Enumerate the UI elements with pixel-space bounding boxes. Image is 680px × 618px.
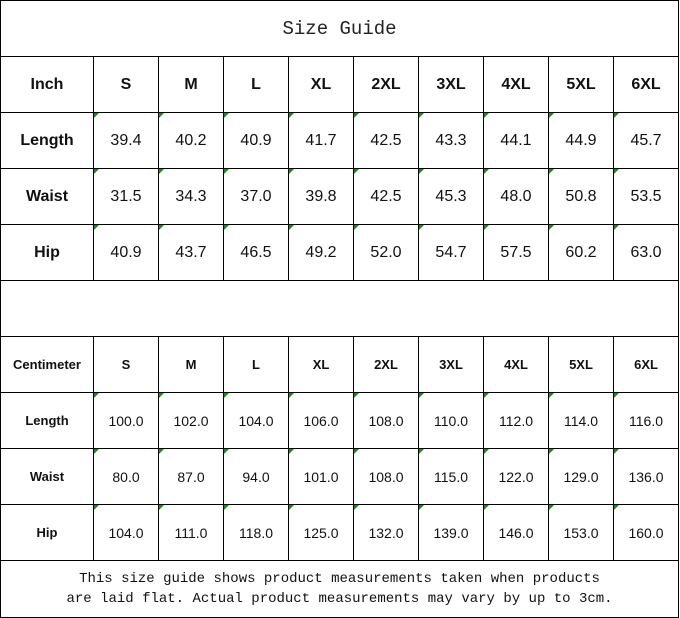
measurement-value: 94.0 (223, 448, 289, 505)
measurement-value: 125.0 (288, 504, 354, 561)
note-row: This size guide shows product measuremen… (0, 560, 680, 618)
measurement-value: 40.2 (158, 112, 224, 169)
size-header: 4XL (483, 336, 549, 393)
measurement-value: 80.0 (93, 448, 159, 505)
measurement-value: 39.4 (93, 112, 159, 169)
measurement-value: 60.2 (548, 224, 614, 281)
size-header: XL (288, 56, 354, 113)
measurement-value: 104.0 (93, 504, 159, 561)
measurement-value: 115.0 (418, 448, 484, 505)
size-header: 6XL (612, 56, 680, 113)
measurement-value: 129.0 (548, 448, 614, 505)
size-header: 3XL (418, 56, 484, 113)
size-header: S (93, 56, 159, 113)
measurement-value: 48.0 (483, 168, 549, 225)
measurement-value: 104.0 (223, 392, 289, 449)
measurement-value: 46.5 (223, 224, 289, 281)
measurement-value: 44.9 (548, 112, 614, 169)
measurement-label: Length (0, 112, 94, 169)
measurement-value: 111.0 (158, 504, 224, 561)
note-line-1: This size guide shows product measuremen… (79, 571, 600, 587)
measurement-value: 40.9 (223, 112, 289, 169)
spacer-row (0, 280, 680, 337)
size-header: 6XL (612, 336, 680, 393)
measurement-value: 37.0 (223, 168, 289, 225)
measurement-value: 40.9 (93, 224, 159, 281)
size-header: 2XL (353, 336, 419, 393)
inch-row-waist: Waist 31.5 34.3 37.0 39.8 42.5 45.3 48.0 50.8 53.… (0, 168, 680, 225)
size-header: L (223, 336, 289, 393)
measurement-value: 108.0 (353, 392, 419, 449)
size-header: 3XL (418, 336, 484, 393)
measurement-value: 118.0 (223, 504, 289, 561)
measurement-value: 54.7 (418, 224, 484, 281)
measurement-value: 39.8 (288, 168, 354, 225)
measurement-value: 45.3 (418, 168, 484, 225)
size-header: 2XL (353, 56, 419, 113)
size-header: 4XL (483, 56, 549, 113)
inch-header-row: Inch S M L XL 2XL 3XL 4XL 5XL 6XL (0, 56, 680, 113)
measurement-value: 110.0 (418, 392, 484, 449)
measurement-value: 44.1 (483, 112, 549, 169)
size-header: M (158, 336, 224, 393)
size-header: 5XL (548, 56, 614, 113)
size-header: M (158, 56, 224, 113)
measurement-value: 112.0 (483, 392, 549, 449)
measurement-value: 132.0 (353, 504, 419, 561)
measurement-value: 49.2 (288, 224, 354, 281)
size-header: L (223, 56, 289, 113)
measurement-value: 153.0 (548, 504, 614, 561)
measurement-value: 102.0 (158, 392, 224, 449)
cm-row-length: Length 100.0 102.0 104.0 106.0 108.0 110.0 112.… (0, 392, 680, 449)
measurement-value: 108.0 (353, 448, 419, 505)
measurement-label: Hip (0, 504, 94, 561)
size-header: 5XL (548, 336, 614, 393)
measurement-label: Waist (0, 168, 94, 225)
measurement-value: 41.7 (288, 112, 354, 169)
title-row: Size Guide (0, 0, 680, 57)
measurement-value: 100.0 (93, 392, 159, 449)
measurement-value: 101.0 (288, 448, 354, 505)
size-header: XL (288, 336, 354, 393)
measurement-label: Length (0, 392, 94, 449)
measurement-value: 146.0 (483, 504, 549, 561)
measurement-value: 42.5 (353, 168, 419, 225)
inch-row-length: Length 39.4 40.2 40.9 41.7 42.5 43.3 44.1 44.9 45… (0, 112, 680, 169)
measurement-value: 139.0 (418, 504, 484, 561)
measurement-value: 43.3 (418, 112, 484, 169)
cm-row-waist: Waist 80.0 87.0 94.0 101.0 108.0 115.0 122.0 129… (0, 448, 680, 505)
measurement-value: 31.5 (93, 168, 159, 225)
measurement-value: 122.0 (483, 448, 549, 505)
size-header: S (93, 336, 159, 393)
measurement-value: 52.0 (353, 224, 419, 281)
cm-row-hip: Hip 104.0 111.0 118.0 125.0 132.0 139.0 146.0 15… (0, 504, 680, 561)
note-line-2: are laid flat. Actual product measuremen… (66, 591, 613, 607)
measurement-value: 87.0 (158, 448, 224, 505)
measurement-value: 34.3 (158, 168, 224, 225)
measurement-value: 42.5 (353, 112, 419, 169)
measurement-value: 116.0 (612, 392, 680, 449)
measurement-value: 53.5 (612, 168, 680, 225)
unit-header: Centimeter (0, 336, 94, 393)
measurement-value: 43.7 (158, 224, 224, 281)
measurement-value: 50.8 (548, 168, 614, 225)
measurement-note: This size guide shows product measuremen… (0, 560, 680, 618)
measurement-value: 106.0 (288, 392, 354, 449)
measurement-value: 63.0 (612, 224, 680, 281)
inch-row-hip: Hip 40.9 43.7 46.5 49.2 52.0 54.7 57.5 60.2 63.0 (0, 224, 680, 281)
measurement-value: 114.0 (548, 392, 614, 449)
measurement-value: 57.5 (483, 224, 549, 281)
cm-header-row: Centimeter S M L XL 2XL 3XL 4XL 5XL 6XL (0, 336, 680, 393)
measurement-label: Hip (0, 224, 94, 281)
unit-header: Inch (0, 56, 94, 113)
measurement-value: 160.0 (612, 504, 680, 561)
size-guide-title: Size Guide (0, 0, 680, 57)
spacer-cell (0, 280, 680, 337)
measurement-value: 136.0 (612, 448, 680, 505)
measurement-label: Waist (0, 448, 94, 505)
measurement-value: 45.7 (612, 112, 680, 169)
